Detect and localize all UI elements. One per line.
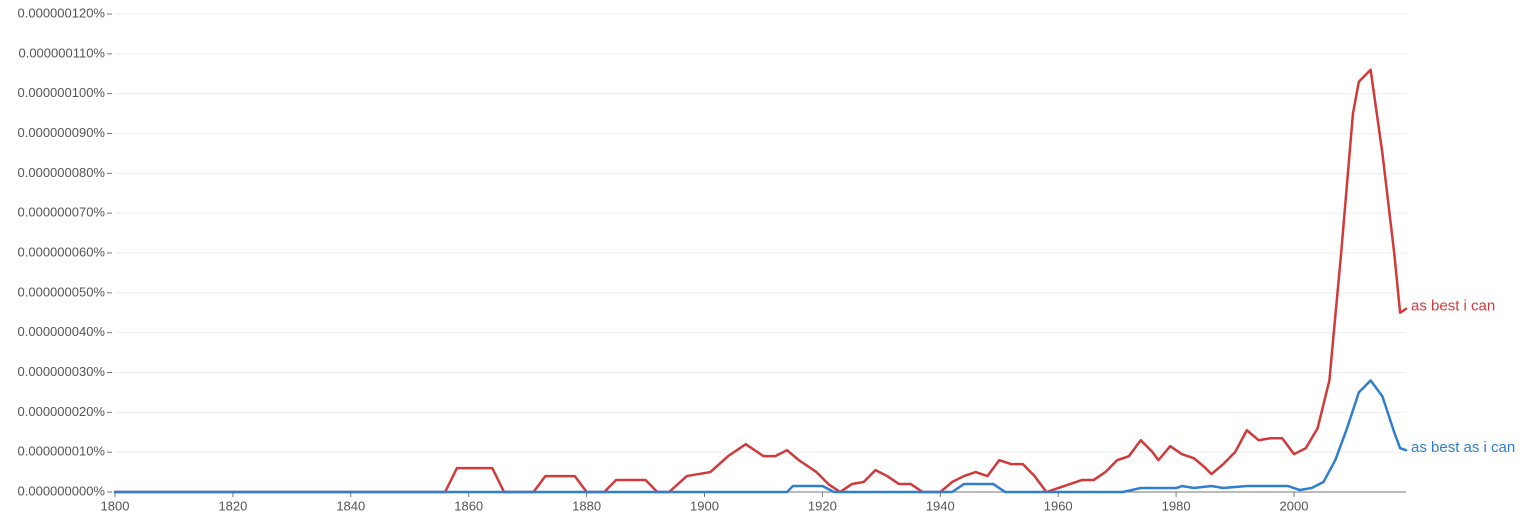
y-tick-label: 0.000000090% [18,125,106,140]
x-tick-label: 2000 [1280,498,1309,513]
y-tick-label: 0.000000110% [18,45,105,60]
y-tick-label: 0.000000000% [18,483,106,498]
y-tick-label: 0.000000080% [18,165,106,180]
x-tick-label: 1960 [1044,498,1073,513]
y-tick-label: 0.000000060% [18,244,106,259]
x-tick-label: 1800 [101,498,130,513]
x-tick-label: 1940 [926,498,955,513]
y-tick-label: 0.000000050% [18,284,106,299]
y-tick-label: 0.000000100% [18,85,106,100]
series-line [113,379,1408,494]
series-label: as best as i can [1411,439,1515,456]
series-label: as best i can [1411,298,1495,315]
x-tick-label: 1920 [808,498,837,513]
y-tick-label: 0.000000020% [18,404,106,419]
y-tick-label: 0.000000070% [18,205,106,220]
x-tick-label: 1980 [1162,498,1191,513]
x-tick-label: 1860 [454,498,483,513]
y-tick-label: 0.000000030% [18,364,106,379]
x-tick-label: 1880 [572,498,601,513]
y-tick-label: 0.000000040% [18,324,106,339]
x-tick-label: 1900 [690,498,719,513]
y-tick-label: 0.000000120% [18,5,106,20]
x-tick-label: 1820 [218,498,247,513]
x-tick-label: 1840 [336,498,365,513]
y-tick-label: 0.000000010% [18,444,106,459]
